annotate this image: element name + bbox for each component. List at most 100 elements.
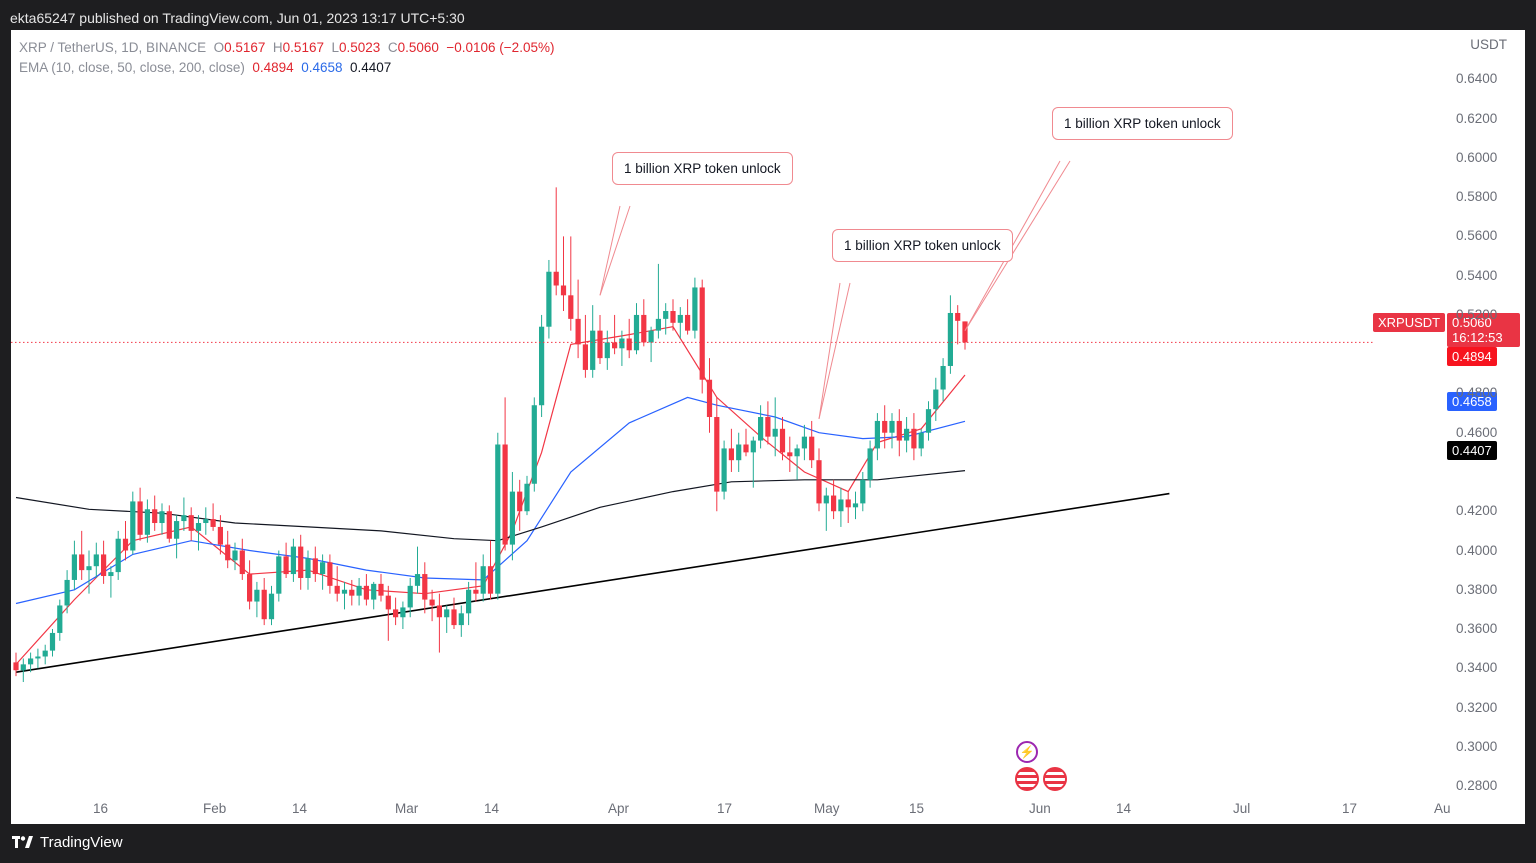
candle-body [137,501,143,535]
close-label: C [387,40,398,55]
candle-body [765,417,771,437]
candle-body [911,428,917,449]
candle-body [144,509,150,535]
candle-body [743,444,749,453]
candle-body [801,436,807,449]
chart-panel[interactable]: XRP / TetherUS, 1D, BINANCE O0.5167 H0.5… [11,30,1525,824]
us-flag-icon[interactable] [1015,767,1039,791]
high-value: 0.5167 [282,40,324,55]
candle-body [502,444,508,545]
us-flag-icon[interactable] [1043,767,1067,791]
candle-body [290,546,296,575]
candle-body [509,491,515,545]
ema10-value: 0.4894 [252,60,294,75]
candle-body [568,295,574,319]
price-tick-label: 0.2800 [1456,778,1498,794]
price-tick-label: 0.6400 [1456,71,1498,87]
candle-body [940,365,946,390]
candle-body [867,448,873,480]
candle-body [429,599,435,606]
candle-body [750,440,756,453]
candle-body [721,448,727,492]
open-value: 0.5167 [224,40,266,55]
candle-body [736,444,742,461]
last-price-tag: 0.5060 16:12:53 [1447,313,1520,347]
candle-body [210,519,216,527]
candle-body [524,483,530,512]
candle-body [261,589,267,620]
lightning-icon[interactable]: ⚡ [1016,741,1038,763]
candle-body [816,460,822,504]
tradingview-logo[interactable]: TradingView [12,834,123,851]
candle-body [239,550,245,575]
date-tick-label: Jun [1029,801,1051,816]
ema200-value: 0.4407 [350,60,392,75]
candle-body [436,605,442,618]
price-tick-label: 0.5800 [1456,189,1498,205]
candle-body [298,546,304,578]
candle-body [531,405,537,484]
candle-body [35,656,41,659]
price-tick-label: 0.4000 [1456,542,1498,558]
candle-body [232,550,238,561]
candle-body [466,589,472,614]
date-tick-label: 14 [292,801,308,816]
close-value: 0.5060 [397,40,439,55]
date-tick-label: Au [1434,801,1451,816]
candle-body [42,650,48,657]
published-caption: ekta65247 published on TradingView.com, … [10,10,465,26]
candle-body [962,321,968,343]
tradingview-icon [12,835,33,848]
date-tick-label: May [814,801,840,816]
candle-body [918,432,924,449]
candle-body [341,589,348,594]
candle-body [794,448,800,457]
candle-body [13,662,19,671]
candle-body [181,515,187,522]
candle-body [955,312,961,321]
ema50-tag: 0.4658 [1447,392,1497,411]
candle-body [115,538,121,573]
candle-body [174,521,180,539]
date-tick-label: Feb [203,801,227,816]
symbol-price-tag: XRPUSDT [1373,313,1446,332]
annotation-unlock-1[interactable]: 1 billion XRP token unlock [612,152,793,185]
candle-body [422,574,428,600]
candle-body [363,585,369,600]
candle-body [677,314,683,323]
candle-body [685,314,691,331]
candle-body [641,314,647,343]
candle-body [896,420,902,441]
bottom-bar [0,824,1536,863]
candle-body [619,338,625,349]
candle-body [93,554,99,567]
candle-body [604,342,610,359]
price-tick-label: 0.5200 [1456,306,1498,322]
change-value: −0.0106 (−2.05%) [446,40,555,55]
ema-legend: EMA (10, close, 50, close, 200, close) 0… [19,60,391,75]
candle-body [473,589,479,594]
candle-body [159,511,165,524]
low-label: L [331,40,339,55]
candle-body [356,585,362,596]
candle-body [414,574,421,586]
price-tick-label: 0.5400 [1456,267,1498,283]
annotation-unlock-3[interactable]: 1 billion XRP token unlock [1052,107,1233,140]
candle-body [122,538,129,551]
candle-body [889,420,895,433]
date-tick-label: Mar [395,801,419,816]
annotation-unlock-2[interactable]: 1 billion XRP token unlock [832,229,1013,262]
candle-body [254,589,260,602]
candle-body [64,579,70,606]
candle-body [874,420,880,449]
candle-body [130,501,136,551]
candle-body [320,562,326,575]
candle-body [20,664,26,671]
price-tick-label: 0.3000 [1456,738,1498,754]
symbol-name[interactable]: XRP / TetherUS, 1D, BINANCE [19,40,207,55]
candle-body [860,479,866,504]
chart-canvas[interactable] [11,30,1525,824]
currency-label[interactable]: USDT [1470,37,1507,52]
candle-body [933,389,939,410]
ema-label[interactable]: EMA (10, close, 50, close, 200, close) [19,60,245,75]
